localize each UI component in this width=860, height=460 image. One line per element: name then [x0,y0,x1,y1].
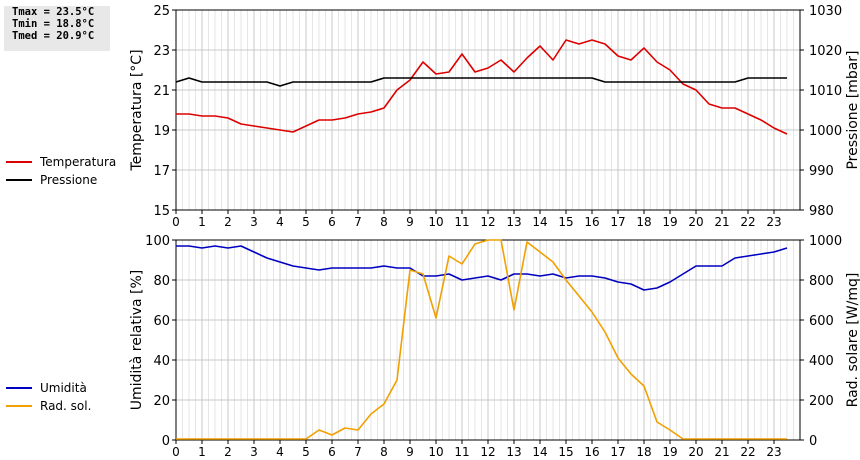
series-line-rad-sol- [176,239,787,440]
y2-tick-label-bottom: 1000 [809,234,842,249]
x-tick-label-bottom: 14 [532,445,547,459]
legend-swatch-pressione [6,179,32,181]
y-axis-title-top: Temperatura [°C] [129,49,145,171]
x-tick-label-bottom: 13 [506,445,521,459]
x-tick-label-top: 14 [532,215,547,229]
tmed-text: Tmed = 20.9°C [12,30,95,42]
x-tick-label-top: 21 [714,215,729,229]
x-tick-label-top: 17 [610,215,625,229]
y2-tick-label-bottom: 800 [809,274,834,289]
x-tick-label-bottom: 18 [636,445,651,459]
y-tick-label-bottom: 60 [153,314,170,329]
y-tick-label-bottom: 20 [153,394,170,409]
legend-item-rad-sol: Rad. sol. [6,397,91,415]
x-tick-label-bottom: 3 [250,445,258,459]
x-tick-label-top: 22 [740,215,755,229]
x-tick-label-top: 1 [198,215,206,229]
legend-item-temperatura: Temperatura [6,153,116,171]
x-tick-label-bottom: 9 [406,445,414,459]
series-line-pressione [175,77,787,87]
x-tick-label-top: 2 [224,215,232,229]
x-tick-label-bottom: 21 [714,445,729,459]
y-axis-title-bottom: Umidità relativa [%] [129,270,145,411]
x-tick-label-bottom: 20 [688,445,703,459]
legend-swatch-umidita [6,387,32,389]
x-tick-label-top: 20 [688,215,703,229]
y2-tick-label-top: 1030 [809,4,842,19]
y2-axis-title-top: Pressione [mbar] [845,50,860,169]
y-tick-label-top: 21 [153,84,170,99]
x-tick-label-bottom: 10 [428,445,443,459]
x-tick-label-bottom: 7 [354,445,362,459]
legend-swatch-temperatura [6,161,32,163]
legend-bottom: Umidità Rad. sol. [6,379,91,415]
y2-tick-label-top: 1010 [809,84,842,99]
y2-tick-label-top: 1000 [809,124,842,139]
x-tick-label-bottom: 1 [198,445,206,459]
y2-tick-label-bottom: 400 [809,354,834,369]
x-tick-label-bottom: 12 [480,445,495,459]
y2-tick-label-bottom: 600 [809,314,834,329]
y-tick-label-top: 25 [153,4,170,19]
y2-axis-title-bottom: Rad. solare [W/mq] [845,273,860,408]
legend-label-temperatura: Temperatura [40,155,117,169]
y-tick-label-bottom: 40 [153,354,170,369]
temperature-stats-box: Tmax = 23.5°C Tmin = 18.8°C Tmed = 20.9°… [4,6,110,51]
y2-tick-label-top: 990 [809,164,834,179]
legend-label-umidita: Umidità [40,381,87,395]
x-tick-label-top: 8 [380,215,388,229]
x-tick-label-bottom: 4 [276,445,284,459]
legend-item-umidita: Umidità [6,379,91,397]
x-tick-label-top: 16 [584,215,599,229]
legend-item-pressione: Pressione [6,171,116,189]
x-tick-label-bottom: 6 [328,445,336,459]
x-tick-label-top: 6 [328,215,336,229]
x-tick-label-top: 4 [276,215,284,229]
x-tick-label-bottom: 5 [302,445,310,459]
series-line-umidit- [176,245,788,291]
series-line-temperatura [176,39,788,135]
y2-tick-label-top: 980 [809,204,834,219]
x-tick-label-bottom: 19 [662,445,677,459]
legend-label-rad-sol: Rad. sol. [40,399,92,413]
y-tick-label-top: 23 [153,44,170,59]
y-tick-label-top: 15 [153,204,170,219]
x-tick-label-bottom: 15 [558,445,573,459]
x-tick-label-bottom: 0 [172,445,180,459]
x-tick-label-top: 12 [480,215,495,229]
x-tick-label-top: 9 [406,215,414,229]
y2-tick-label-top: 1020 [809,44,842,59]
tmax-text: Tmax = 23.5°C [12,6,95,18]
x-tick-label-bottom: 11 [454,445,469,459]
x-tick-label-top: 23 [766,215,781,229]
x-tick-label-top: 13 [506,215,521,229]
legend-label-pressione: Pressione [40,173,98,187]
x-tick-label-bottom: 22 [740,445,755,459]
y-tick-label-bottom: 80 [153,274,170,289]
x-tick-label-top: 7 [354,215,362,229]
x-tick-label-bottom: 8 [380,445,388,459]
y-tick-label-top: 19 [153,124,170,139]
x-tick-label-bottom: 23 [766,445,781,459]
x-tick-label-bottom: 2 [224,445,232,459]
x-tick-label-top: 19 [662,215,677,229]
x-tick-label-top: 18 [636,215,651,229]
x-tick-label-top: 3 [250,215,258,229]
legend-top: Temperatura Pressione [6,153,116,189]
y-tick-label-bottom: 0 [162,434,170,449]
tmin-text: Tmin = 18.8°C [12,18,95,30]
x-tick-label-top: 11 [454,215,469,229]
x-tick-label-top: 0 [172,215,180,229]
y-tick-label-bottom: 100 [145,234,170,249]
x-tick-label-top: 10 [428,215,443,229]
x-tick-label-top: 5 [302,215,310,229]
y-tick-label-top: 17 [153,164,170,179]
legend-swatch-rad-sol [6,405,32,407]
y2-tick-label-bottom: 200 [809,394,834,409]
y2-tick-label-bottom: 0 [809,434,817,449]
x-tick-label-bottom: 16 [584,445,599,459]
x-tick-label-bottom: 17 [610,445,625,459]
x-tick-label-top: 15 [558,215,573,229]
